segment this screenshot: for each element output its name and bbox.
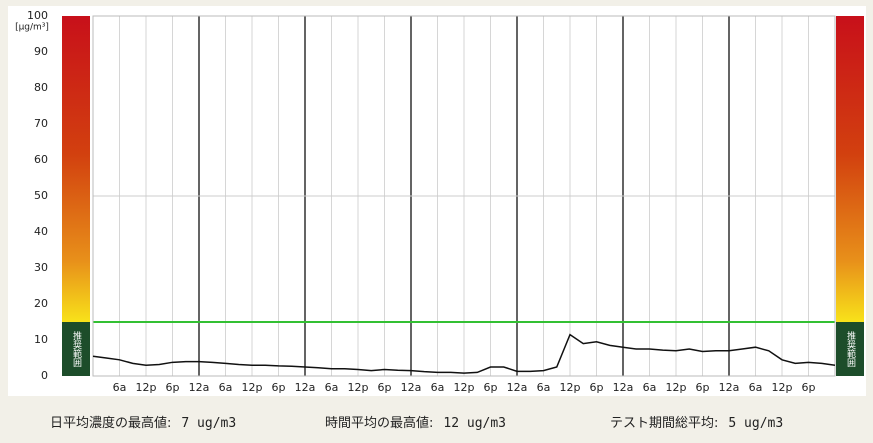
stat: 時間平均の最高値: 12 ug/m3 — [325, 415, 506, 431]
x-tick-label: 6p — [484, 381, 498, 394]
stat-label: テスト期間総平均: — [610, 416, 718, 431]
y-tick-label: 50 — [34, 189, 48, 202]
recommended-band — [836, 322, 864, 376]
stat-value: 12 ug/m3 — [443, 416, 506, 431]
stat-value: 7 ug/m3 — [181, 416, 236, 431]
x-tick-label: 12a — [401, 381, 422, 394]
x-tick-label: 12a — [295, 381, 316, 394]
y-unit-label: [μg/m³] — [15, 23, 49, 33]
plot-frame — [92, 15, 836, 377]
x-tick-label: 6a — [749, 381, 763, 394]
x-tick-label: 6p — [166, 381, 180, 394]
y-tick-label: 80 — [34, 81, 48, 94]
y-tick-label: 10 — [34, 333, 48, 346]
scale-bar — [836, 16, 864, 322]
x-tick-label: 12a — [719, 381, 740, 394]
stat: テスト期間総平均: 5 ug/m3 — [610, 416, 783, 431]
x-tick-label: 12p — [560, 381, 581, 394]
x-tick-label: 12p — [348, 381, 369, 394]
scale-bar — [62, 16, 90, 322]
recommended-band — [62, 322, 90, 376]
x-tick-label: 6a — [431, 381, 445, 394]
y-tick-label: 60 — [34, 153, 48, 166]
x-tick-label: 6a — [537, 381, 551, 394]
x-tick-label: 12p — [454, 381, 475, 394]
stat-label: 日平均濃度の最高値: — [50, 415, 171, 431]
x-tick-label: 12p — [136, 381, 157, 394]
y-tick-label: 100 — [27, 9, 48, 22]
y-tick-label: 20 — [34, 297, 48, 310]
stat-label: 時間平均の最高値: — [325, 415, 433, 431]
y-tick-label: 30 — [34, 261, 48, 274]
data-line — [92, 333, 836, 374]
stat-value: 5 ug/m3 — [728, 416, 783, 431]
band-label: 推奨範囲 — [845, 330, 856, 368]
y-tick-label: 90 — [34, 45, 48, 58]
x-tick-label: 6p — [272, 381, 286, 394]
x-tick-label: 12a — [613, 381, 634, 394]
x-tick-label: 6a — [113, 381, 127, 394]
x-tick-label: 6a — [325, 381, 339, 394]
x-tick-label: 6p — [802, 381, 816, 394]
x-tick-label: 12a — [507, 381, 528, 394]
y-tick-label: 40 — [34, 225, 48, 238]
x-tick-label: 12p — [666, 381, 687, 394]
y-tick-label: 0 — [41, 369, 48, 382]
x-tick-label: 12p — [772, 381, 793, 394]
x-tick-label: 12p — [242, 381, 263, 394]
x-tick-label: 6p — [378, 381, 392, 394]
x-tick-label: 6a — [643, 381, 657, 394]
x-tick-label: 6p — [696, 381, 710, 394]
x-tick-label: 6p — [590, 381, 604, 394]
band-label: 推奨範囲 — [71, 330, 82, 368]
x-tick-label: 6a — [219, 381, 233, 394]
x-tick-label: 12a — [189, 381, 210, 394]
stat: 日平均濃度の最高値: 7 ug/m3 — [50, 415, 236, 431]
y-tick-label: 70 — [34, 117, 48, 130]
